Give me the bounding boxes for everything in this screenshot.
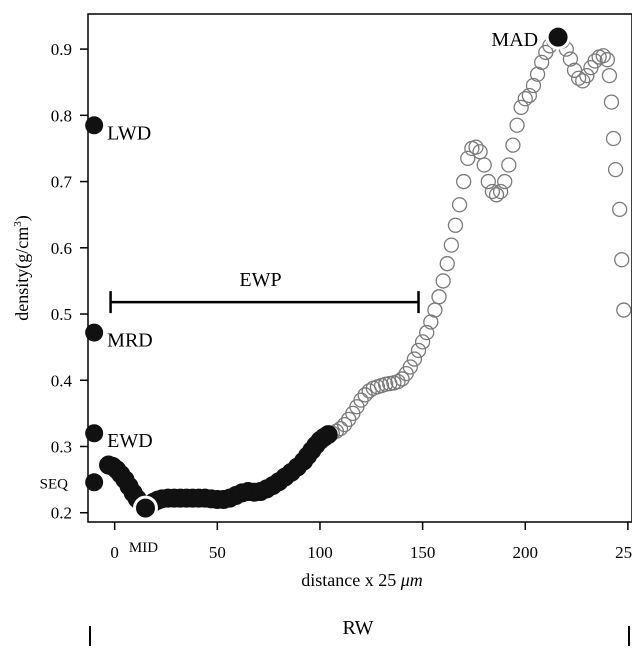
open-data-point xyxy=(447,217,464,233)
open-data-point xyxy=(402,359,418,375)
open-data-point xyxy=(336,416,353,433)
y-axis: 0.2 0.3 0.4 0.5 0.6 0.7 0.8 0.9 xyxy=(51,40,88,523)
y-tick-label: 0.9 xyxy=(51,40,72,59)
plot-frame xyxy=(87,13,632,523)
ewd-label: EWD xyxy=(107,430,153,452)
annotations: EWP LWD MRD EWD SEQ MID MAD xyxy=(40,24,571,556)
open-data-point xyxy=(353,392,369,408)
open-data-point xyxy=(570,70,587,86)
open-data-point xyxy=(603,94,620,110)
y-axis-title: density(g/cm3) xyxy=(12,215,33,320)
lwd-label: LWD xyxy=(107,122,151,144)
x-tick-label: 250 xyxy=(615,543,632,562)
open-data-point xyxy=(599,52,616,68)
open-data-point xyxy=(505,137,521,153)
open-data-point xyxy=(390,373,406,390)
y-tick-label: 0.8 xyxy=(51,106,72,125)
data-series xyxy=(99,31,632,516)
open-data-point xyxy=(579,67,595,84)
open-data-point xyxy=(480,173,496,190)
open-data-point xyxy=(394,371,410,387)
open-data-point xyxy=(439,256,455,272)
mid-marker xyxy=(132,495,158,521)
open-data-point xyxy=(517,91,533,107)
open-data-point xyxy=(443,237,460,253)
open-data-point xyxy=(414,334,431,350)
y-tick-label: 0.2 xyxy=(51,504,72,523)
open-data-point xyxy=(410,342,427,359)
x-axis: 0 50 100 150 200 250 xyxy=(110,522,632,562)
open-data-point xyxy=(534,54,550,70)
x-tick-label: 100 xyxy=(307,543,333,562)
open-data-point xyxy=(460,150,476,167)
mad-marker xyxy=(545,24,571,50)
x-tick-label: 200 xyxy=(513,543,539,562)
x-tick-label: 0 xyxy=(110,543,119,562)
open-data-point xyxy=(492,183,509,200)
open-data-point xyxy=(497,173,513,190)
open-data-point xyxy=(562,51,579,67)
open-data-point xyxy=(612,201,628,218)
open-data-point xyxy=(431,289,447,305)
open-data-point xyxy=(521,87,538,104)
y-tick-label: 0.5 xyxy=(51,305,72,324)
filled-data-point xyxy=(318,425,338,445)
open-data-point xyxy=(575,73,591,89)
open-data-point xyxy=(427,302,443,318)
seq-label: SEQ xyxy=(40,476,69,492)
open-data-point xyxy=(595,48,611,64)
open-data-point xyxy=(484,183,501,200)
open-data-point xyxy=(488,187,505,203)
open-data-point xyxy=(435,273,451,289)
ewd-marker xyxy=(85,424,104,443)
mid-label: MID xyxy=(129,540,158,556)
y-tick-label: 0.7 xyxy=(51,173,73,192)
seq-marker xyxy=(85,473,104,492)
ewp-label: EWP xyxy=(239,269,281,291)
x-axis-title: distance x 25 μm xyxy=(301,570,423,590)
mad-label: MAD xyxy=(491,29,538,51)
open-data-point xyxy=(614,252,630,268)
open-data-point xyxy=(607,161,624,178)
open-data-point xyxy=(476,157,492,173)
open-data-point xyxy=(501,157,517,173)
open-data-point xyxy=(616,302,632,318)
mrd-label: MRD xyxy=(107,330,153,352)
open-data-point xyxy=(587,53,603,69)
x-tick-label: 50 xyxy=(209,543,226,562)
mrd-marker xyxy=(85,323,104,342)
open-data-point xyxy=(406,351,423,367)
x-tick-label: 150 xyxy=(410,543,436,562)
open-data-point xyxy=(419,324,435,341)
open-data-point xyxy=(468,139,484,155)
open-data-point xyxy=(451,197,468,213)
open-data-point xyxy=(513,99,529,116)
lwd-marker xyxy=(85,116,104,135)
open-data-point xyxy=(509,117,525,133)
y-tick-label: 0.6 xyxy=(51,239,72,258)
open-data-point xyxy=(525,77,542,94)
open-data-point xyxy=(605,130,622,147)
y-tick-label: 0.3 xyxy=(51,437,72,456)
open-data-point xyxy=(456,173,472,190)
open-data-point xyxy=(601,67,618,84)
rw-label: RW xyxy=(342,617,373,639)
y-tick-label: 0.4 xyxy=(51,371,73,390)
open-data-point xyxy=(472,144,488,160)
